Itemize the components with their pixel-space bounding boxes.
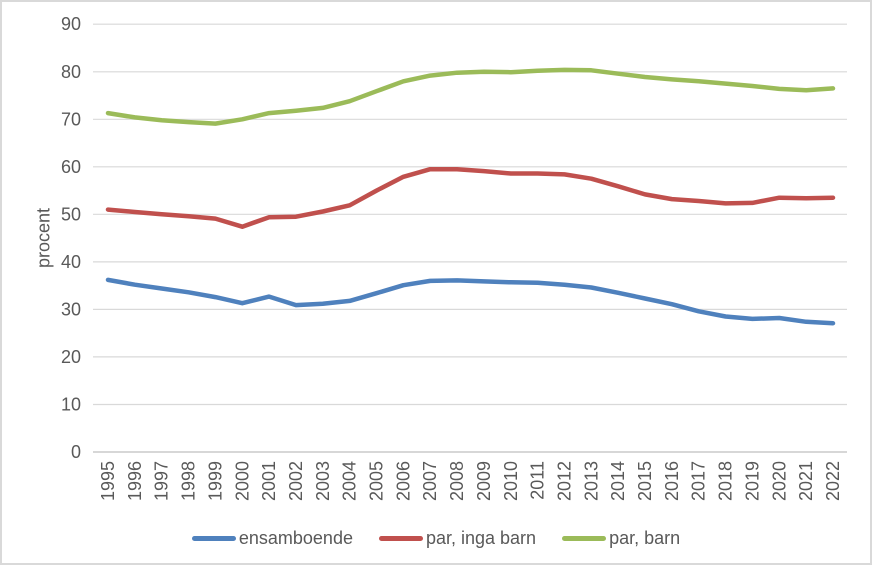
x-tick-label: 1997 <box>152 461 172 501</box>
x-tick-label: 2001 <box>259 461 279 501</box>
legend-label: par, barn <box>609 528 681 548</box>
x-tick-label: 2018 <box>716 461 736 501</box>
x-tick-label: 2020 <box>769 461 789 501</box>
legend-item-0: ensamboende <box>191 528 353 548</box>
legend-swatch <box>378 535 423 541</box>
y-tick-label: 60 <box>61 157 81 177</box>
legend-label: ensamboende <box>238 528 353 548</box>
x-tick-label: 2015 <box>635 461 655 501</box>
legend-item-2: par, barn <box>562 529 680 547</box>
legend-label: par, inga barn <box>425 528 537 548</box>
y-tick-label: 0 <box>71 442 81 462</box>
y-tick-label: 90 <box>61 14 81 34</box>
x-tick-label: 2009 <box>474 461 494 501</box>
x-tick-label: 2012 <box>555 461 575 501</box>
x-tick-label: 2008 <box>447 461 467 501</box>
series-line-1 <box>105 166 836 229</box>
x-tick-label: 2014 <box>608 461 628 501</box>
y-tick-label: 70 <box>61 109 81 129</box>
x-tick-label: 2011 <box>528 461 548 500</box>
y-tick-label: 30 <box>61 299 81 319</box>
series-line-0 <box>105 277 836 326</box>
x-tick-label: 1999 <box>205 461 225 501</box>
x-tick-label: 2000 <box>232 461 252 501</box>
x-tick-label: 2022 <box>823 461 843 501</box>
legend: ensamboende par, inga barn par, barn <box>2 523 870 553</box>
x-tick-label: 2003 <box>313 461 333 501</box>
legend-swatch <box>191 535 236 541</box>
y-tick-label: 40 <box>61 252 81 272</box>
x-tick-label: 2013 <box>581 461 601 501</box>
y-axis-title: procent <box>33 207 54 269</box>
x-tick-label: 2004 <box>340 461 360 501</box>
x-tick-label: 2002 <box>286 461 306 501</box>
x-tick-label: 2019 <box>742 461 762 501</box>
x-tick-label: 2016 <box>662 461 682 501</box>
y-tick-label: 20 <box>61 347 81 367</box>
y-tick-label: 80 <box>61 62 81 82</box>
x-tick-label: 1996 <box>125 461 145 501</box>
x-tick-label: 2007 <box>420 461 440 501</box>
x-tick-label: 1998 <box>179 461 199 501</box>
x-tick-label: 2006 <box>393 461 413 501</box>
x-tick-label: 1995 <box>98 461 118 501</box>
legend-swatch <box>562 535 607 541</box>
series-line-2 <box>105 67 836 126</box>
x-tick-label: 2017 <box>689 461 709 501</box>
y-tick-label: 10 <box>61 395 81 415</box>
x-tick-label: 2005 <box>367 461 387 501</box>
y-tick-label: 50 <box>61 204 81 224</box>
x-tick-label: 2010 <box>501 461 521 501</box>
legend-item-1: par, inga barn <box>378 528 537 548</box>
x-tick-label: 2021 <box>796 461 816 501</box>
